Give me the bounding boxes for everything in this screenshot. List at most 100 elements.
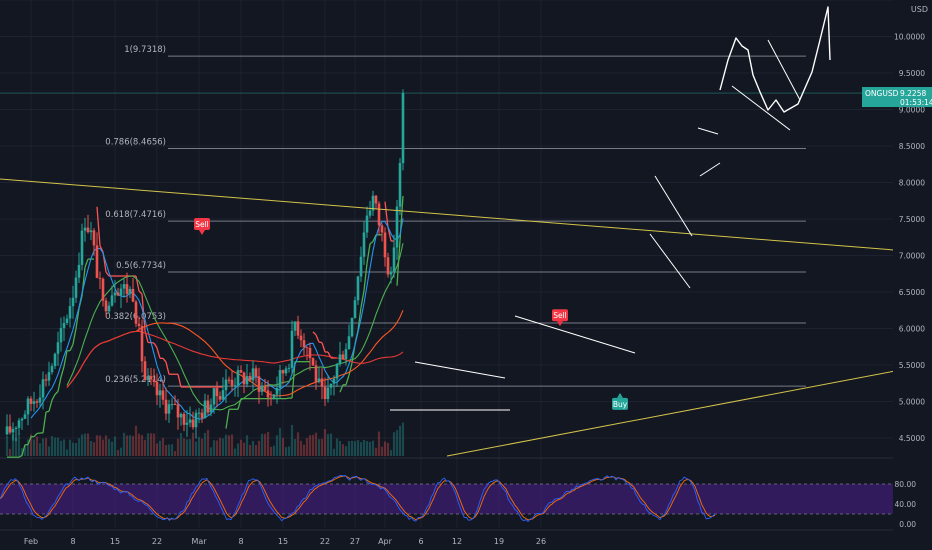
supertrend-segment	[357, 307, 362, 331]
candle-body	[101, 278, 105, 301]
volume-bar	[380, 446, 384, 456]
volume-bar	[332, 448, 336, 456]
volume-bar	[47, 446, 51, 456]
candle-body	[230, 379, 234, 386]
candle-body	[212, 388, 216, 405]
candle-body	[245, 376, 249, 385]
candle-body	[269, 397, 273, 399]
volume-bar	[5, 435, 9, 456]
trendlines[interactable]	[0, 6, 932, 457]
candle-body	[119, 288, 123, 296]
candle-body	[35, 401, 39, 403]
candle-body	[20, 418, 24, 421]
candle-body	[8, 426, 12, 433]
volume-bar	[251, 440, 255, 456]
candle-body	[146, 376, 150, 381]
candle-body	[116, 292, 120, 296]
volume-bar	[53, 437, 57, 456]
candles[interactable]	[5, 89, 405, 442]
volume-bar	[212, 440, 216, 456]
volume-bar	[164, 445, 168, 456]
volume-bar	[155, 443, 159, 456]
volume-bar	[188, 439, 192, 456]
volume-bar	[128, 435, 132, 456]
supertrend-segment	[366, 243, 371, 264]
candle-body	[233, 385, 237, 387]
candle-body	[191, 419, 195, 428]
volume-bar	[44, 438, 48, 456]
stochastic-band	[0, 484, 893, 514]
candle-body	[149, 376, 153, 380]
candle-body	[389, 271, 393, 275]
volume-bar	[296, 432, 300, 456]
supertrend-segment	[177, 374, 182, 388]
volume-bar	[389, 450, 393, 456]
volume-bar	[227, 435, 231, 456]
time-tick-label: 22	[320, 537, 330, 546]
candle-body	[140, 325, 144, 362]
candle-body	[200, 412, 204, 419]
volume-bar	[20, 448, 24, 456]
time-tick-label: 26	[536, 537, 546, 546]
supertrend-segment	[387, 227, 392, 242]
supertrend-segment	[63, 350, 68, 367]
candle-body	[344, 349, 348, 360]
supertrend-segment	[384, 201, 389, 228]
price-tick-label: 9.5000	[899, 69, 925, 78]
volume-bar	[122, 432, 126, 456]
signal-box	[194, 217, 210, 230]
volume-bar	[329, 433, 333, 456]
price-axis-background	[893, 0, 932, 550]
supertrend-segment	[348, 362, 353, 376]
candle-body	[152, 379, 156, 383]
candle-body	[401, 93, 405, 164]
candle-body	[287, 367, 291, 369]
supertrend-segment	[60, 366, 65, 378]
candle-body	[299, 335, 303, 341]
supertrend-segment	[57, 376, 62, 392]
volume-bar	[71, 442, 75, 456]
volume-bar	[224, 434, 228, 456]
signal-pointer	[557, 321, 563, 327]
candle-body	[86, 227, 90, 233]
volume-bar	[104, 435, 108, 456]
candle-body	[368, 210, 372, 216]
volume-bar	[95, 435, 99, 456]
price-tick-label: 7.5000	[899, 215, 925, 224]
resistance-trendline	[0, 178, 932, 254]
volume-bar	[365, 441, 369, 456]
volume-bar	[359, 442, 363, 456]
candle-body	[290, 330, 294, 368]
supertrend-segment	[72, 328, 77, 345]
volume-bar	[32, 439, 36, 456]
supertrend-segment	[315, 334, 320, 343]
candle-body	[260, 385, 264, 392]
candle-body	[68, 306, 72, 319]
signal-pointer	[617, 392, 623, 398]
candle-body	[203, 400, 207, 419]
stochastic-tick-label: 0.00	[899, 520, 916, 529]
candle-body	[209, 404, 213, 413]
volume-bar	[263, 433, 267, 456]
volume-bar	[131, 435, 135, 456]
candle-body	[122, 284, 126, 289]
volume-bar	[50, 436, 54, 456]
volume-bar	[191, 432, 195, 456]
volume-bar	[362, 439, 366, 456]
candle-body	[83, 227, 87, 231]
candle-body	[356, 276, 360, 301]
ma-green-line	[66, 243, 404, 411]
candle-body	[206, 400, 210, 413]
price-tick-label: 6.0000	[899, 325, 925, 334]
fib-level-label: 0.786(8.4656)	[105, 138, 166, 148]
candle-body	[293, 321, 297, 331]
volume-bar	[143, 439, 147, 456]
signal-pointer	[199, 229, 205, 235]
candle-body	[374, 195, 378, 204]
stochastic-pane[interactable]	[0, 475, 893, 523]
supertrend-segment	[285, 397, 290, 400]
volume-bar	[281, 437, 285, 456]
candle-body	[77, 264, 81, 278]
